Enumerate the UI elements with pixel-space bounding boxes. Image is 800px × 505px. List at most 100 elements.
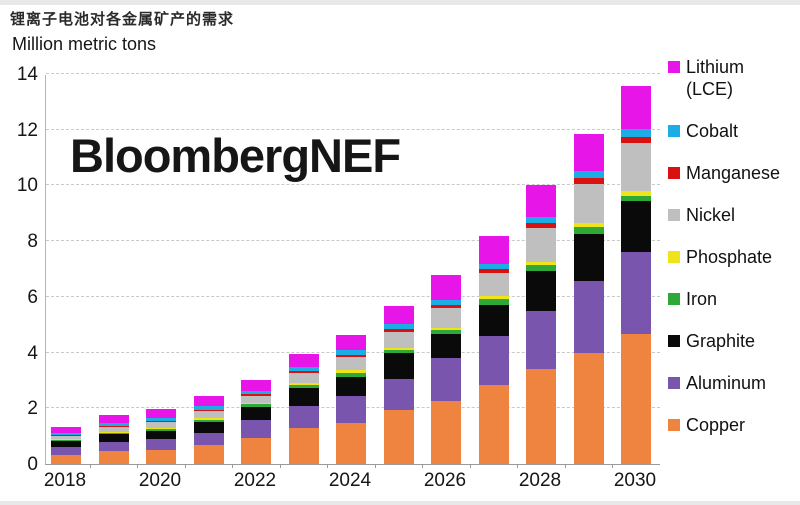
segment-lithium-2027 bbox=[478, 236, 509, 265]
segment-manganese-2028 bbox=[526, 223, 556, 229]
segment-aluminum-2027 bbox=[478, 336, 509, 385]
segment-graphite-2028 bbox=[526, 271, 556, 311]
x-axis-tick bbox=[184, 464, 186, 468]
segment-nickel-2023 bbox=[288, 373, 319, 383]
legend-swatch-lithium bbox=[668, 61, 680, 73]
segment-nickel-2028 bbox=[526, 228, 556, 262]
segment-lithium-2022 bbox=[241, 380, 271, 391]
legend-swatch-cobalt bbox=[668, 125, 680, 137]
x-axis-tick bbox=[517, 464, 519, 468]
segment-cobalt-2020 bbox=[146, 417, 176, 421]
photo-edge-top bbox=[0, 0, 800, 5]
y-tick-label-2: 2 bbox=[27, 398, 38, 420]
segment-manganese-2020 bbox=[146, 420, 176, 422]
legend-item-phosphate: Phosphate bbox=[668, 246, 798, 268]
segment-copper-2022 bbox=[241, 437, 271, 464]
segment-graphite-2019 bbox=[98, 434, 129, 443]
segment-manganese-2024 bbox=[336, 354, 366, 357]
segment-lithium-2026 bbox=[431, 274, 461, 300]
segment-phosphate-2020 bbox=[146, 427, 176, 429]
legend-label-nickel: Nickel bbox=[686, 205, 736, 225]
segment-nickel-2021 bbox=[193, 411, 224, 419]
bar-2030 bbox=[621, 86, 651, 464]
legend-item-lithium: Lithium (LCE) bbox=[668, 56, 798, 100]
segment-cobalt-2022 bbox=[241, 390, 271, 394]
legend-item-manganese: Manganese bbox=[668, 162, 798, 184]
segment-cobalt-2027 bbox=[478, 264, 509, 270]
segment-nickel-2024 bbox=[336, 356, 366, 371]
segment-iron-2023 bbox=[288, 384, 319, 389]
segment-copper-2028 bbox=[526, 369, 556, 464]
legend-item-aluminum: Aluminum bbox=[668, 372, 798, 394]
x-tick-label-2020: 2020 bbox=[138, 470, 182, 491]
segment-lithium-2029 bbox=[573, 134, 604, 172]
segment-iron-2027 bbox=[478, 299, 509, 305]
segment-manganese-2023 bbox=[288, 371, 319, 374]
bar-2025 bbox=[383, 305, 414, 464]
segment-nickel-2019 bbox=[98, 427, 129, 432]
y-axis-units-label: Million metric tons bbox=[12, 34, 157, 54]
legend-swatch-manganese bbox=[668, 167, 680, 179]
chart-title-chinese: 锂离子电池对各金属矿产的需求 bbox=[10, 11, 235, 28]
x-tick-label-2018: 2018 bbox=[43, 470, 87, 491]
legend-label-copper: Copper bbox=[686, 415, 746, 435]
segment-graphite-2025 bbox=[383, 353, 414, 379]
x-axis-tick-labels: 2018 2020 2022 2024 2026 2028 2030 bbox=[44, 470, 660, 496]
x-axis-tick bbox=[137, 464, 139, 468]
segment-copper-2021 bbox=[193, 445, 224, 464]
legend-label-lithium: Lithium (LCE) bbox=[686, 57, 745, 99]
segment-cobalt-2029 bbox=[573, 171, 604, 178]
segment-nickel-2029 bbox=[573, 184, 604, 223]
segment-iron-2026 bbox=[431, 330, 461, 335]
legend-label-iron: Iron bbox=[686, 289, 718, 309]
segment-graphite-2027 bbox=[478, 304, 509, 337]
x-axis-tick bbox=[374, 464, 376, 468]
bar-2018 bbox=[51, 426, 81, 464]
x-axis-tick bbox=[327, 464, 329, 468]
segment-iron-2025 bbox=[383, 350, 414, 354]
segment-lithium-2025 bbox=[383, 305, 414, 325]
gridline-12 bbox=[46, 128, 660, 130]
bar-2028 bbox=[526, 185, 556, 464]
segment-copper-2027 bbox=[478, 384, 509, 464]
bar-2020 bbox=[146, 409, 176, 464]
segment-lithium-2018 bbox=[51, 426, 81, 434]
bar-2019 bbox=[98, 415, 129, 464]
segment-aluminum-2026 bbox=[431, 358, 461, 401]
segment-lithium-2023 bbox=[288, 354, 319, 367]
bloombergnef-watermark: BloombergNEF bbox=[70, 129, 401, 182]
segment-lithium-2019 bbox=[98, 415, 129, 423]
gridline-6 bbox=[46, 295, 660, 297]
segment-phosphate-2021 bbox=[193, 418, 224, 420]
x-axis-tick bbox=[279, 464, 281, 468]
segment-phosphate-2023 bbox=[288, 382, 319, 385]
segment-copper-2018 bbox=[51, 455, 81, 464]
legend-label-phosphate: Phosphate bbox=[686, 247, 773, 267]
legend-item-nickel: Nickel bbox=[668, 204, 798, 226]
chart-legend: Lithium (LCE) Cobalt Manganese Nickel Phosph… bbox=[668, 56, 798, 436]
segment-phosphate-2029 bbox=[573, 222, 604, 228]
segment-iron-2024 bbox=[336, 372, 366, 377]
segment-aluminum-2022 bbox=[241, 420, 271, 438]
segment-lithium-2020 bbox=[146, 409, 176, 418]
segment-nickel-2026 bbox=[431, 307, 461, 329]
segment-graphite-2030 bbox=[621, 201, 651, 253]
y-tick-label-10: 10 bbox=[16, 175, 38, 197]
plot-area bbox=[45, 73, 660, 468]
segment-iron-2030 bbox=[621, 196, 651, 202]
segment-phosphate-2027 bbox=[478, 295, 509, 300]
segment-iron-2022 bbox=[241, 404, 271, 407]
legend-swatch-aluminum bbox=[668, 377, 680, 389]
segment-manganese-2022 bbox=[241, 393, 271, 396]
y-tick-label-6: 6 bbox=[27, 286, 38, 308]
segment-aluminum-2028 bbox=[526, 310, 556, 370]
segment-graphite-2022 bbox=[241, 406, 271, 421]
segment-cobalt-2028 bbox=[526, 216, 556, 224]
segment-iron-2028 bbox=[526, 265, 556, 272]
x-axis-tick bbox=[564, 464, 566, 468]
segment-manganese-2027 bbox=[478, 269, 509, 274]
segment-lithium-2024 bbox=[336, 335, 366, 350]
bar-2026 bbox=[431, 274, 461, 464]
bar-2029 bbox=[573, 134, 604, 464]
segment-copper-2026 bbox=[431, 400, 461, 464]
